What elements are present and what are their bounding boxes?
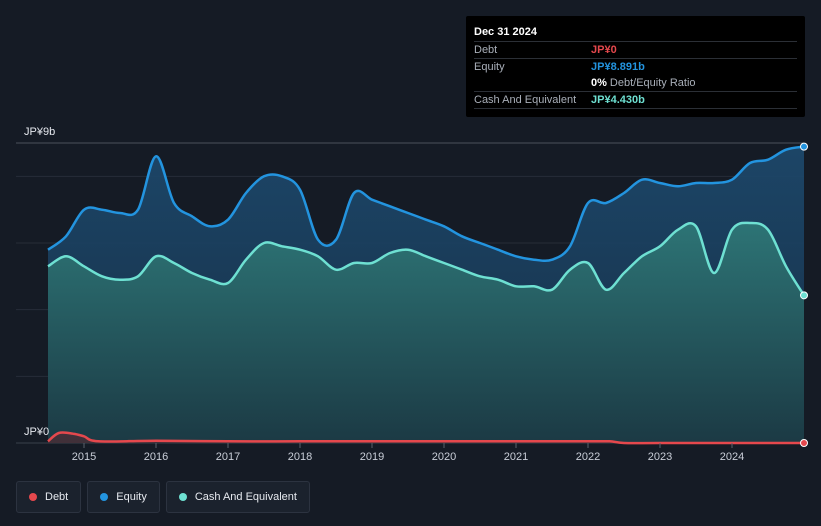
x-tick-label-2022: 2022 <box>576 451 600 463</box>
chart-legend: Debt Equity Cash And Equivalent <box>16 481 310 513</box>
y-axis-bottom-label: JP¥0 <box>24 426 49 438</box>
x-tick-label-2021: 2021 <box>504 451 528 463</box>
series-endpoints <box>800 142 808 447</box>
legend-debt-dot <box>29 493 37 501</box>
x-axis: 2015 2016 2017 2018 2019 2020 2021 2022 2023 2024 <box>72 443 744 463</box>
debt-endpoint[interactable] <box>800 439 808 447</box>
tooltip-row-ratio: 0% Debt/Equity Ratio <box>474 75 797 91</box>
debt-line <box>47 431 804 445</box>
equity-endpoint[interactable] <box>800 142 808 151</box>
legend-item-equity[interactable]: Equity <box>87 481 160 513</box>
tooltip-ratio-value: 0% <box>591 77 607 89</box>
tooltip-row-cash: Cash And Equivalent JP¥4.430b <box>474 91 797 109</box>
x-tick-label-2024: 2024 <box>720 451 744 463</box>
tooltip-equity-label: Equity <box>474 61 505 73</box>
tooltip-row-equity: Equity JP¥8.891b <box>474 58 797 75</box>
x-tick-label-2018: 2018 <box>288 451 312 463</box>
legend-equity-dot <box>100 493 109 501</box>
x-tick-label-2015: 2015 <box>72 451 96 463</box>
tooltip-ratio-label: Debt/Equity Ratio <box>609 77 696 89</box>
tooltip-debt-label: Debt <box>474 44 498 56</box>
data-tooltip: Dec 31 2024 Debt JP¥0 Equity JP¥8.891b 0… <box>466 16 805 117</box>
equity-line <box>47 145 805 263</box>
tooltip-row-debt: Debt JP¥0 <box>474 41 797 58</box>
cash-and-equivalent-line <box>47 221 806 296</box>
legend-item-debt[interactable]: Debt <box>16 481 82 513</box>
tooltip-cash-value: JP¥4.430b <box>591 94 645 106</box>
y-axis-top-label: JP¥9b <box>24 126 55 138</box>
cash-and-equivalent-endpoint[interactable] <box>800 291 808 300</box>
x-tick-label-2016: 2016 <box>144 451 168 463</box>
cash-and-equivalent-area <box>48 222 804 443</box>
x-tick-label-2020: 2020 <box>432 451 456 463</box>
tooltip-debt-value: JP¥0 <box>591 44 617 56</box>
tooltip-equity-value: JP¥8.891b <box>591 61 645 73</box>
legend-debt-label: Debt <box>45 491 69 503</box>
x-tick-label-2017: 2017 <box>216 451 240 463</box>
tooltip-cash-label: Cash And Equivalent <box>474 94 577 106</box>
tooltip-date: Dec 31 2024 <box>474 26 537 38</box>
legend-cash-label: Cash And Equivalent <box>194 491 297 503</box>
legend-equity-label: Equity <box>116 491 147 503</box>
x-tick-label-2023: 2023 <box>648 451 672 463</box>
legend-item-cash[interactable]: Cash And Equivalent <box>165 481 310 513</box>
series-areas <box>48 146 804 444</box>
x-tick-label-2019: 2019 <box>360 451 384 463</box>
legend-cash-dot <box>178 493 187 501</box>
series-lines <box>47 145 806 445</box>
